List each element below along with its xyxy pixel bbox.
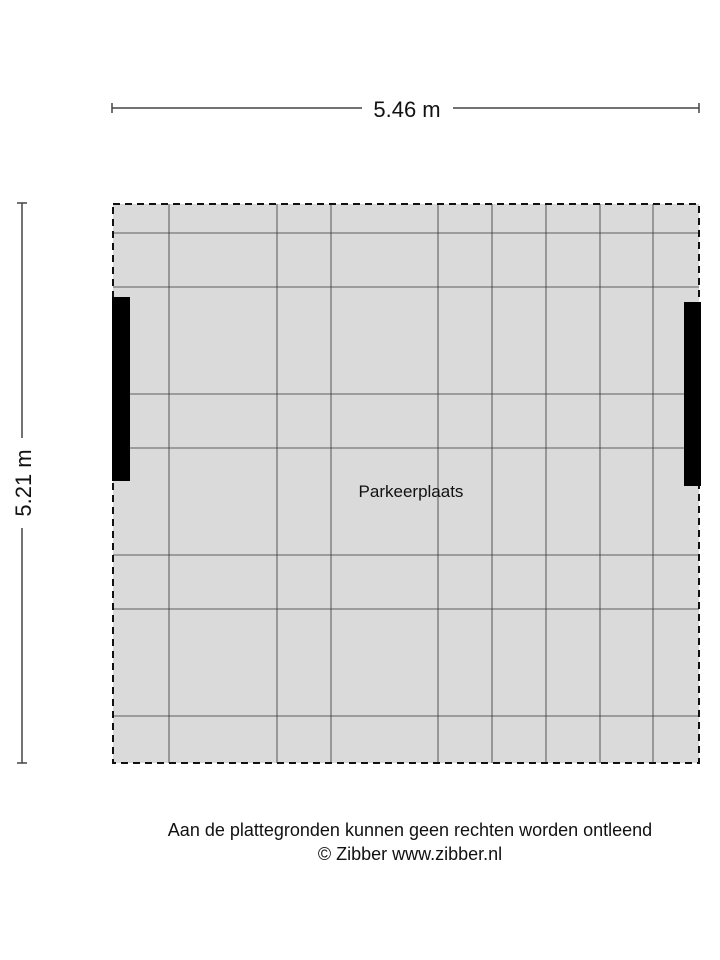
disclaimer: Aan de plattegronden kunnen geen rechten… bbox=[167, 820, 653, 840]
right-wall-bar bbox=[684, 302, 701, 486]
copyright: © Zibber www.zibber.nl bbox=[317, 844, 503, 864]
parking-area bbox=[113, 204, 699, 763]
tile-grid bbox=[113, 204, 699, 763]
height-dimension: 5.21 m bbox=[11, 202, 36, 764]
width-dimension: 5.46 m bbox=[111, 97, 700, 122]
left-wall-bar bbox=[112, 297, 130, 481]
height-label: 5.21 m bbox=[11, 449, 36, 516]
width-label: 5.46 m bbox=[373, 97, 440, 122]
room-label: Parkeerplaats bbox=[359, 482, 464, 501]
